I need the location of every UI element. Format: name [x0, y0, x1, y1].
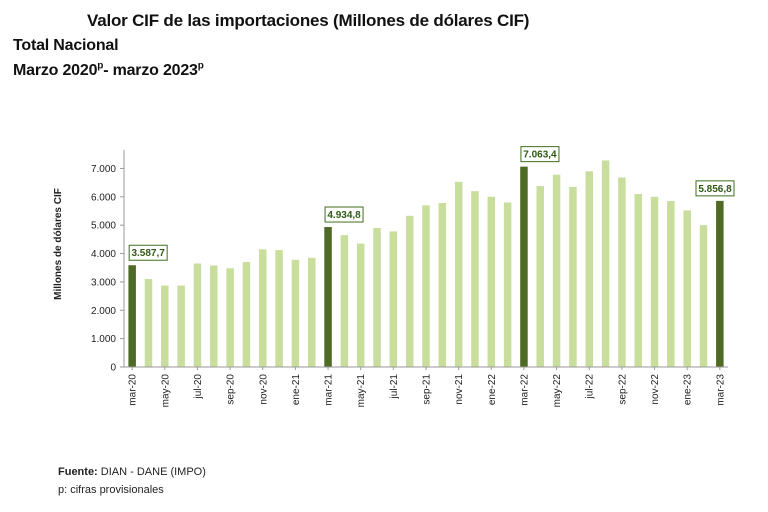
- provisional-mark-start: p: [97, 60, 104, 72]
- data-label-box: [520, 146, 560, 163]
- bar: [356, 243, 365, 367]
- chart-subtitle-period: Marzo 2020p- marzo 2023p: [13, 60, 204, 80]
- bar: [405, 215, 414, 367]
- data-label: 7.063,4: [523, 150, 557, 161]
- x-tick-label: sep-21: [422, 374, 433, 405]
- bar: [389, 231, 398, 367]
- bar: [536, 186, 545, 367]
- bar: [161, 285, 169, 367]
- y-tick-label: 0: [110, 363, 116, 374]
- provisional-mark-end: p: [197, 60, 204, 72]
- bar: [585, 171, 593, 367]
- source-text: DIAN - DANE (IMPO): [97, 466, 206, 478]
- bar: [307, 257, 316, 367]
- x-tick-label: mar-20: [128, 374, 139, 406]
- y-tick-label: 4.000: [91, 249, 116, 260]
- y-tick-label: 7.000: [91, 164, 116, 175]
- x-tick-label: ene-22: [487, 374, 498, 406]
- x-tick-label: jul-21: [389, 374, 400, 400]
- data-label-box: [324, 206, 364, 223]
- period-start: Marzo 2020: [13, 62, 98, 79]
- bar: [683, 210, 691, 367]
- x-tick-label: jul-20: [193, 374, 204, 400]
- bar: [634, 193, 642, 367]
- x-tick-label: jul-22: [585, 374, 596, 400]
- bar: [699, 225, 708, 367]
- bar: [144, 279, 153, 367]
- bar: [454, 181, 463, 367]
- bar: [438, 203, 447, 367]
- x-tick-label: ene-21: [291, 374, 302, 406]
- bar: [471, 191, 479, 367]
- y-tick-label: 1.000: [91, 334, 116, 345]
- bar: [552, 174, 561, 367]
- x-tick-label: nov-22: [650, 374, 661, 405]
- x-tick-label: nov-21: [454, 374, 465, 405]
- data-label-box: [695, 180, 735, 197]
- bar: [422, 205, 430, 367]
- data-label: 3.587,7: [131, 248, 165, 259]
- source-note: Fuente: DIAN - DANE (IMPO): [58, 466, 206, 478]
- bar: [177, 285, 185, 367]
- bar: [275, 250, 283, 367]
- source-label: Fuente:: [58, 466, 98, 478]
- bar: [259, 249, 267, 367]
- bar: [650, 196, 659, 367]
- bars: [128, 160, 724, 367]
- x-tick-label: sep-22: [617, 374, 628, 405]
- data-label-box: [128, 244, 168, 261]
- data-labels: 3.587,7 4.934,8 7.063,4 5.856,8: [128, 146, 735, 261]
- y-tick-label: 2.000: [91, 306, 116, 317]
- bar: [667, 201, 675, 367]
- y-axis: 0 1.000 2.000 3.000 4.000 5.000 6.000 7.000: [91, 150, 125, 374]
- bar-highlighted: [520, 166, 528, 367]
- period-end: - marzo 2023: [103, 62, 198, 79]
- x-tick-label: mar-22: [519, 374, 530, 406]
- bar: [291, 259, 300, 367]
- bar-highlighted: [128, 265, 136, 367]
- y-tick-label: 5.000: [91, 221, 116, 232]
- bar: [487, 196, 496, 367]
- chart-subtitle-scope: Total Nacional: [13, 37, 119, 54]
- bar: [340, 235, 349, 367]
- bar-highlighted: [716, 200, 724, 367]
- bar: [503, 202, 512, 367]
- bar: [618, 177, 626, 367]
- bar: [601, 160, 610, 367]
- x-tick-label: ene-23: [683, 374, 694, 406]
- bar: [569, 186, 577, 367]
- bar: [242, 262, 251, 367]
- provisional-note: p: cifras provisionales: [58, 484, 164, 496]
- y-tick-label: 6.000: [91, 192, 116, 203]
- x-tick-label: nov-20: [258, 374, 269, 405]
- x-tick-label: may-21: [356, 374, 367, 408]
- y-tick-label: 3.000: [91, 277, 116, 288]
- bar: [193, 263, 202, 367]
- x-tick-label: mar-21: [324, 374, 335, 406]
- x-axis: mar-20 may-20 jul-20 sep-20 nov-20 ene-21 mar-…: [124, 366, 728, 408]
- x-tick-label: mar-23: [715, 374, 726, 406]
- chart-title: Valor CIF de las importaciones (Millones…: [87, 11, 530, 30]
- bar-highlighted: [324, 227, 332, 367]
- y-axis-title: Millones de dólares CIF: [53, 188, 64, 300]
- x-tick-label: may-22: [552, 374, 563, 408]
- bar: [226, 268, 234, 367]
- bar: [210, 265, 218, 367]
- bar: [373, 228, 381, 367]
- data-label: 4.934,8: [327, 210, 361, 221]
- x-tick-label: may-20: [160, 374, 171, 408]
- data-label: 5.856,8: [698, 184, 732, 195]
- x-tick-label: sep-20: [226, 374, 237, 405]
